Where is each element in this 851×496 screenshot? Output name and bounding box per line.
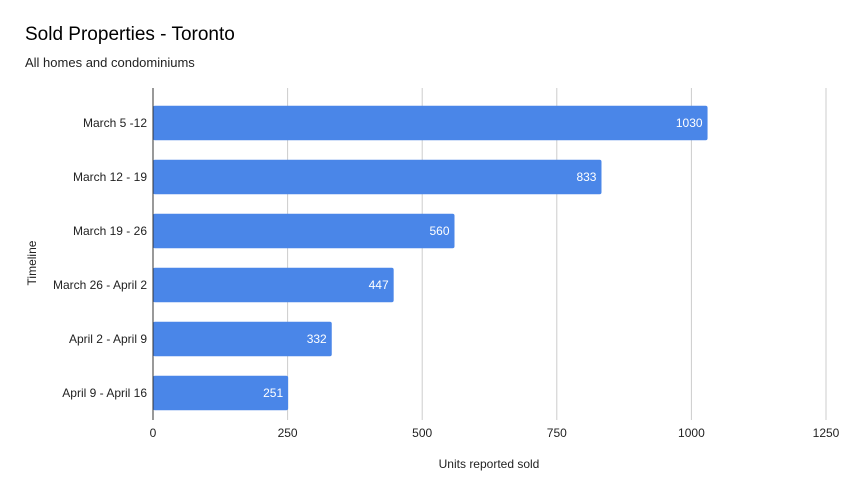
- x-tick-label: 500: [412, 426, 432, 440]
- category-label: March 26 - April 2: [53, 278, 147, 292]
- category-label: April 2 - April 9: [69, 332, 147, 346]
- bar-value-labels: 1030 833 560 447 332 251: [263, 116, 703, 400]
- bar-value-label: 447: [369, 278, 389, 292]
- x-axis-label: Units reported sold: [439, 457, 540, 471]
- x-tick-label: 1000: [678, 426, 705, 440]
- gridlines: [287, 88, 827, 420]
- bar-value-label: 251: [263, 386, 283, 400]
- bar: [153, 213, 455, 249]
- bar-value-label: 560: [429, 224, 449, 238]
- x-tick-label: 750: [547, 426, 567, 440]
- x-tick-label: 1250: [813, 426, 840, 440]
- bar-value-label: 1030: [676, 116, 703, 130]
- x-tick-label: 0: [150, 426, 157, 440]
- bar: [153, 159, 602, 195]
- category-label: March 12 - 19: [73, 170, 147, 184]
- chart-title: Sold Properties - Toronto: [25, 24, 235, 45]
- bar-value-label: 332: [307, 332, 327, 346]
- bar: [153, 321, 332, 357]
- category-label: March 5 -12: [83, 116, 147, 130]
- category-label: March 19 - 26: [73, 224, 147, 238]
- category-label: April 9 - April 16: [62, 386, 147, 400]
- chart-subtitle: All homes and condominiums: [25, 55, 195, 70]
- category-labels: March 5 -12 March 12 - 19 March 19 - 26 Mar…: [53, 116, 147, 400]
- bar: [153, 105, 708, 141]
- bar: [153, 375, 289, 411]
- bars: [153, 105, 708, 411]
- y-axis-label: Timeline: [25, 240, 39, 285]
- bar-value-label: 833: [576, 170, 596, 184]
- x-tick-labels: 0 250 500 750 1000 1250: [150, 426, 840, 440]
- bar: [153, 267, 394, 303]
- x-tick-label: 250: [278, 426, 298, 440]
